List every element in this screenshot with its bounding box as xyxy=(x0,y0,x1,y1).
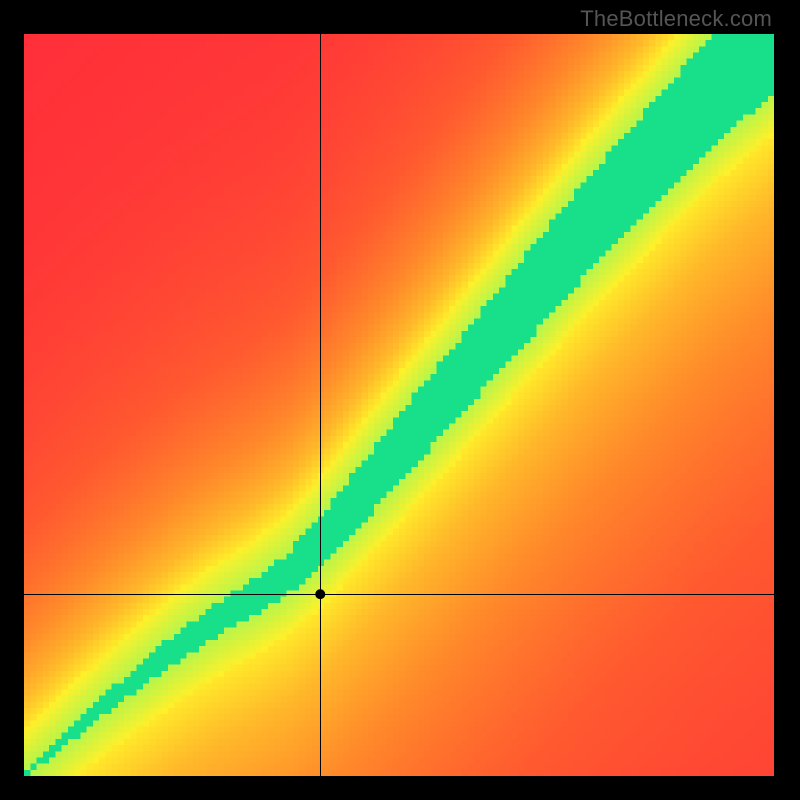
heatmap-plot xyxy=(24,34,774,776)
watermark-text: TheBottleneck.com xyxy=(580,6,772,32)
crosshair-overlay xyxy=(24,34,774,776)
root: TheBottleneck.com xyxy=(0,0,800,800)
